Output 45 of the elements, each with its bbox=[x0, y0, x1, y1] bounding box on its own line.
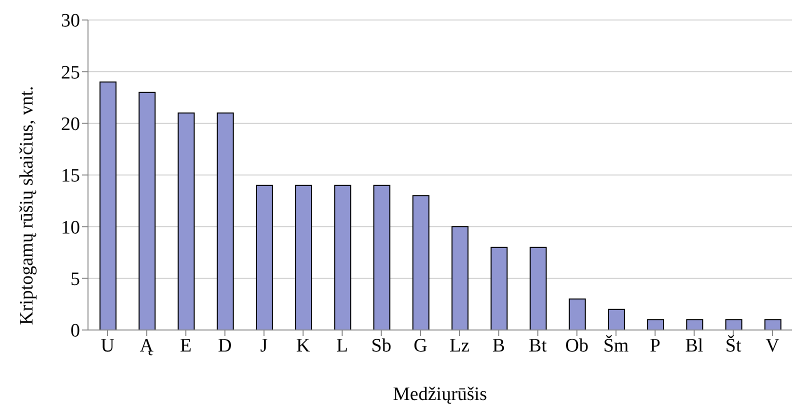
x-tick-label: Št bbox=[725, 334, 742, 356]
y-tick-label: 0 bbox=[70, 320, 80, 342]
x-tick-label: P bbox=[650, 335, 660, 356]
y-tick-label: 25 bbox=[61, 62, 80, 84]
x-tick-label: B bbox=[492, 335, 506, 356]
bar bbox=[452, 226, 468, 330]
bar bbox=[568, 298, 586, 330]
bar bbox=[725, 319, 742, 330]
x-tick-label: E bbox=[180, 335, 192, 356]
bar bbox=[256, 184, 273, 330]
bar bbox=[764, 319, 782, 330]
x-tick-label: Lz bbox=[450, 335, 470, 356]
x-tick-label: Bl bbox=[685, 335, 704, 356]
bar bbox=[647, 319, 664, 330]
x-tick-label: Ą bbox=[140, 335, 154, 356]
x-tick-label: Sb bbox=[371, 335, 392, 356]
bar bbox=[295, 184, 312, 330]
bar bbox=[490, 246, 508, 330]
bar bbox=[178, 112, 195, 330]
x-tick-label: Ob bbox=[565, 335, 589, 356]
x-axis-title: Medžiųrūšis bbox=[393, 384, 487, 405]
bar bbox=[412, 195, 430, 330]
y-tick-label: 20 bbox=[61, 114, 80, 136]
bar bbox=[138, 92, 156, 330]
x-tick-label: K bbox=[296, 335, 310, 356]
y-tick-label: 10 bbox=[61, 217, 80, 238]
x-tick-label: G bbox=[414, 335, 428, 356]
bar bbox=[100, 82, 116, 330]
x-tick-label: J bbox=[260, 335, 268, 356]
bar bbox=[334, 184, 352, 330]
x-tick-label: V bbox=[766, 335, 780, 356]
bar bbox=[216, 112, 234, 330]
bar bbox=[530, 246, 547, 330]
y-tick-label: 15 bbox=[61, 166, 80, 187]
bar bbox=[686, 319, 704, 330]
y-tick-label: 30 bbox=[61, 10, 80, 32]
x-tick-label: L bbox=[336, 335, 348, 356]
bar bbox=[608, 308, 625, 330]
x-tick-label: D bbox=[218, 335, 232, 356]
x-tick-label: U bbox=[100, 335, 115, 356]
y-tick-label: 5 bbox=[70, 269, 80, 290]
bar bbox=[373, 184, 390, 330]
x-tick-label: Bt bbox=[528, 335, 548, 356]
x-tick-label: Šm bbox=[603, 334, 629, 356]
y-axis-title: Kriptogamų rūšių skaičius, vnt. bbox=[16, 86, 38, 325]
